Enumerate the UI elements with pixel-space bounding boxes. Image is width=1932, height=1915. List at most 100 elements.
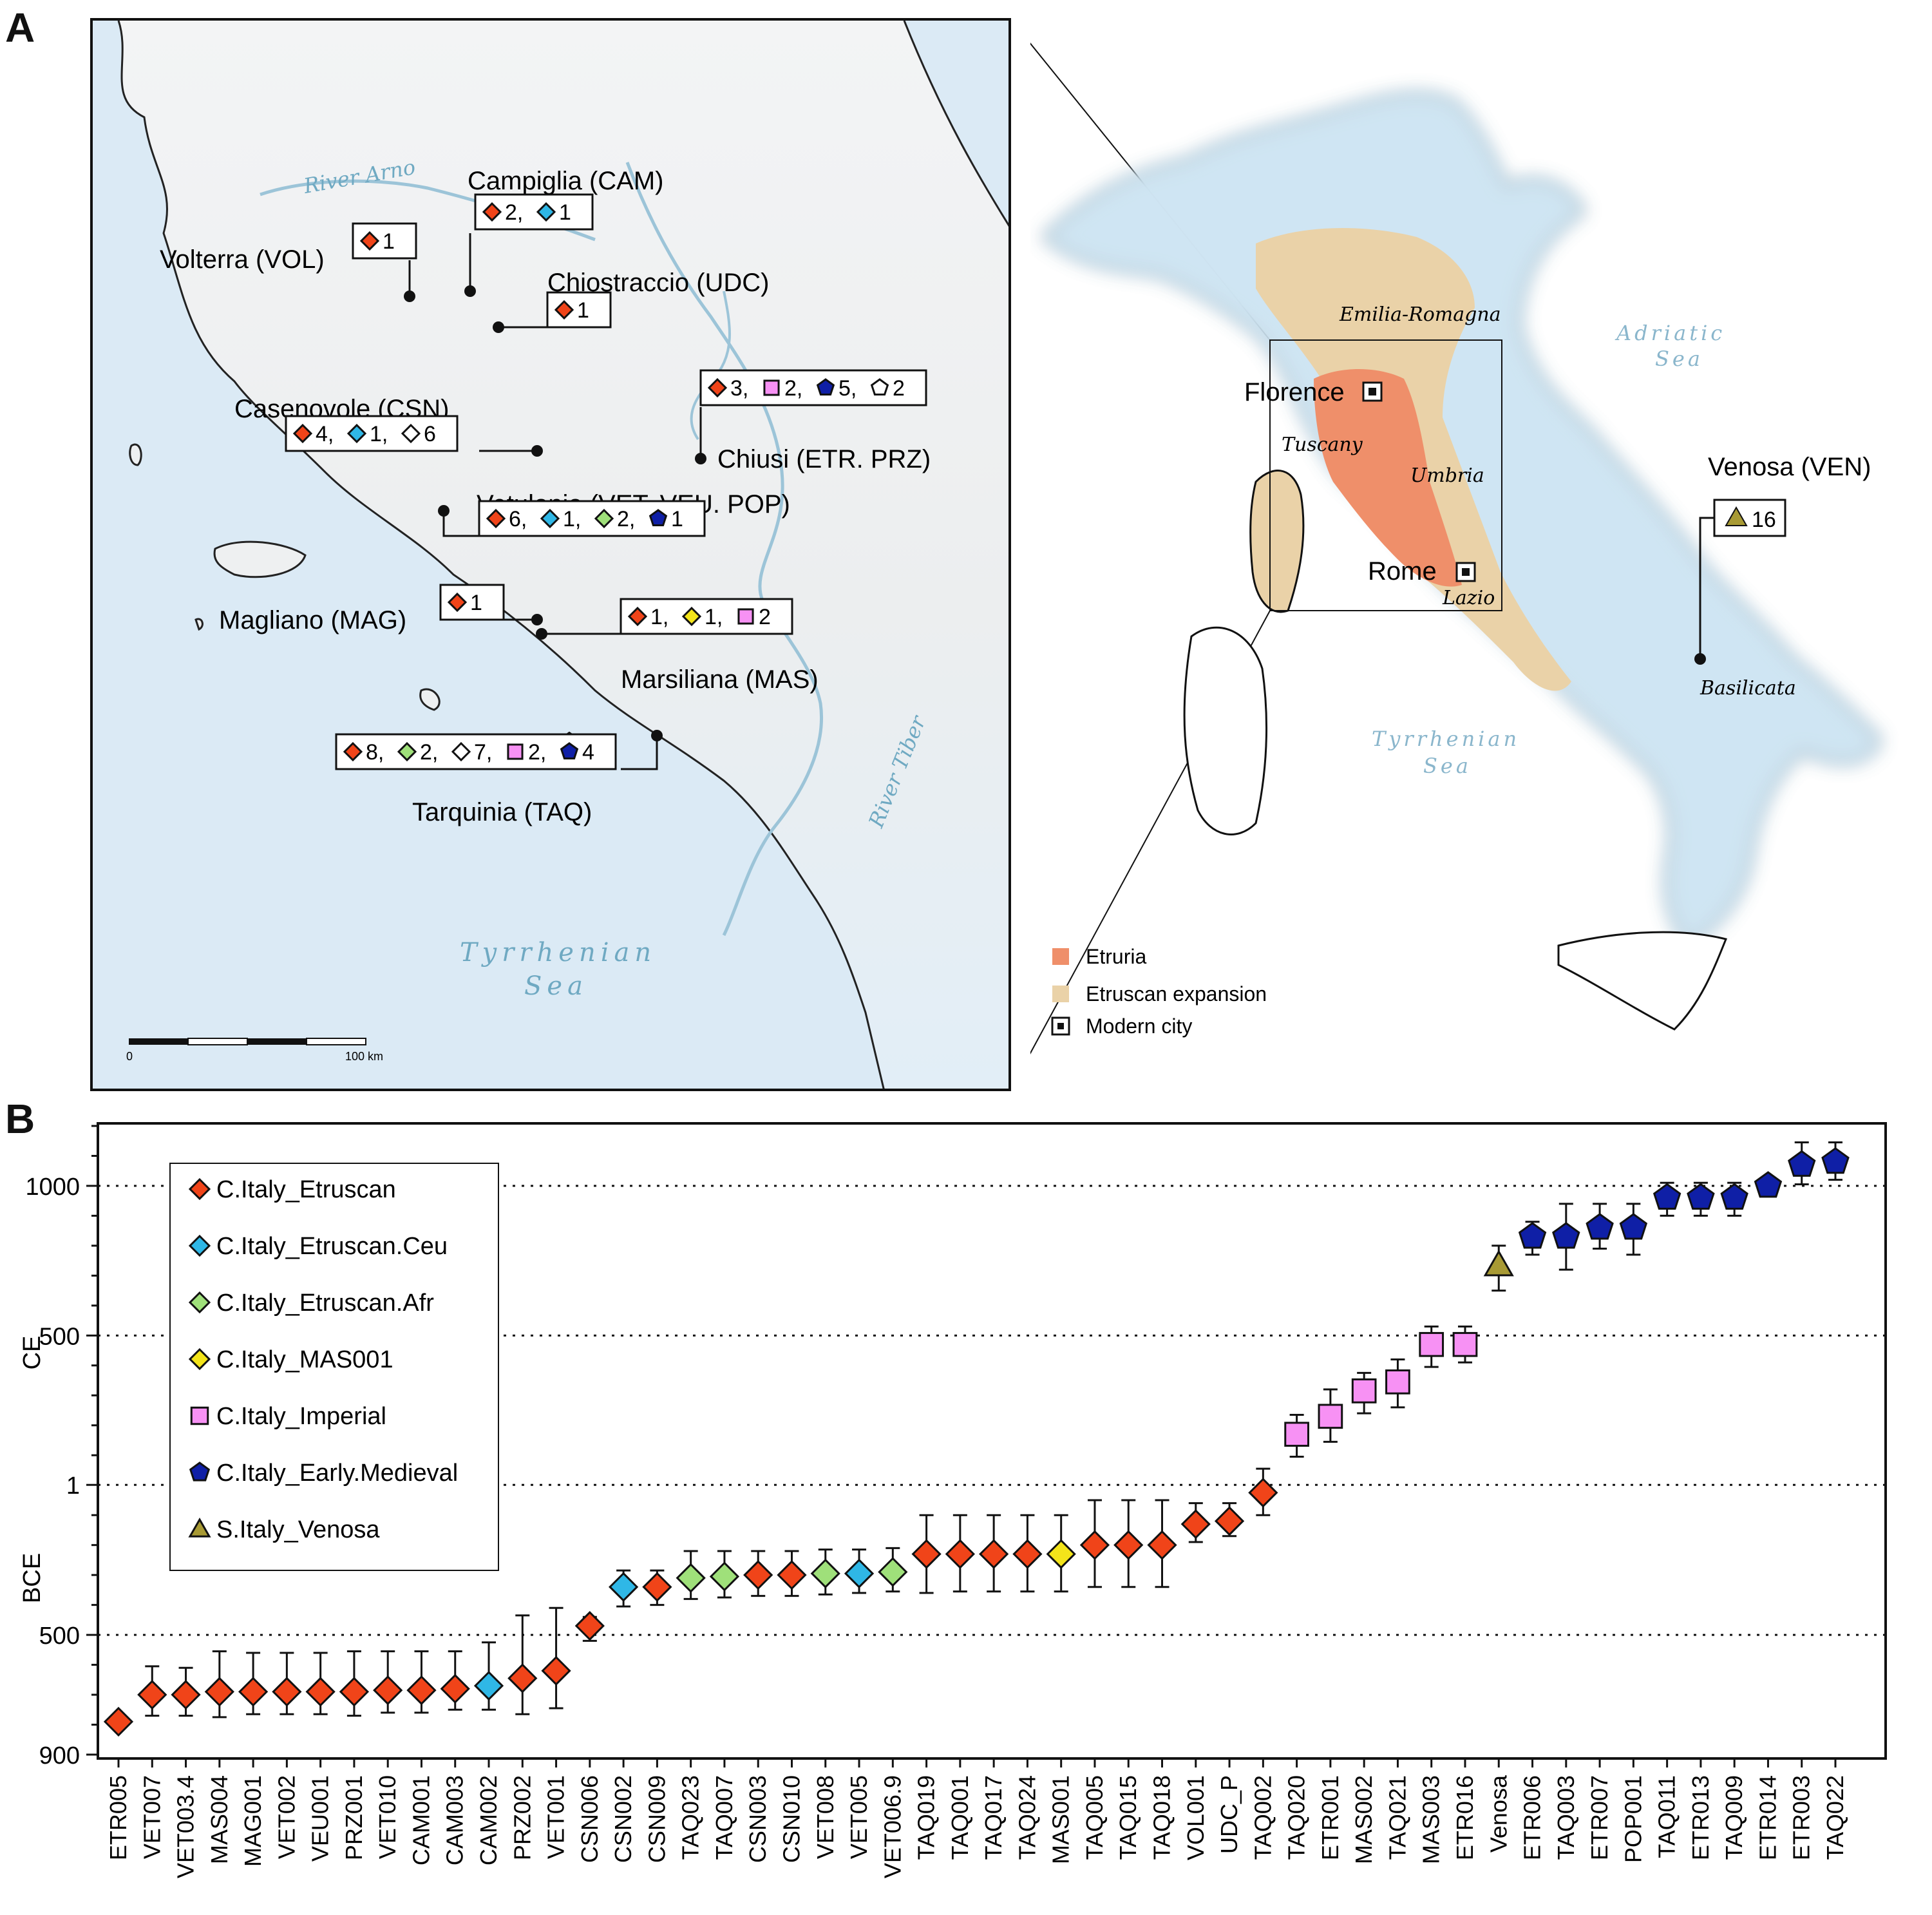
marker-CSN009 [642, 1572, 672, 1602]
x-tick-label-CSN002: CSN002 [610, 1775, 636, 1863]
sicily [1557, 931, 1728, 1031]
site-dots [404, 285, 706, 741]
count-value: 1 [671, 507, 683, 531]
sample-TAQ018 [1147, 1499, 1177, 1588]
island-giglio [419, 688, 440, 711]
marker-TAQ021 [1385, 1369, 1410, 1395]
marker-VET008 [810, 1558, 840, 1588]
marker-TAQ015 [1113, 1530, 1144, 1560]
x-tick-label-VET007: VET007 [138, 1775, 165, 1859]
x-tick-label-CSN003: CSN003 [744, 1775, 771, 1863]
venosa-triangle-icon [1725, 506, 1748, 526]
count-box-frame [699, 369, 927, 406]
legend-label-venosa: S.Italy_Venosa [216, 1516, 380, 1543]
legend-marker-etruscan_ceu [188, 1234, 211, 1257]
marker-VET002 [272, 1677, 302, 1707]
y-tick-label: 500 [39, 1623, 80, 1650]
count-marker-etruscan_ceu [346, 423, 367, 444]
x-tick-label-ETR005: ETR005 [105, 1775, 131, 1860]
sample-PRZ002 [507, 1614, 538, 1715]
x-tick-label-TAQ021: TAQ021 [1384, 1775, 1410, 1860]
x-tick-label-PRZ001: PRZ001 [341, 1775, 367, 1860]
site-count-box: 4, 1, 6 [285, 415, 459, 452]
marker-MAS004 [204, 1677, 234, 1707]
site-name-chiusi: Chiusi (ETR. PRZ) [717, 445, 931, 473]
marker-VET005 [844, 1558, 875, 1588]
map-legend: Etruria Etruscan expansion Modern city [1051, 945, 1267, 1038]
sample-CAM001 [406, 1650, 437, 1714]
marker-PRZ002 [507, 1663, 538, 1693]
site-name-magliano: Magliano (MAG) [219, 606, 406, 634]
marker-VEU001 [305, 1677, 336, 1707]
x-tick-label-CSN009: CSN009 [643, 1775, 670, 1863]
marker-CAM003 [440, 1673, 470, 1704]
count-value: 2 [759, 605, 771, 629]
rome-label: Rome [1368, 557, 1437, 586]
legend-marker-imperial [190, 1406, 209, 1425]
site-count-boxes: 12, 114, 1, 63, 2, 5, 26, 1, 2, 111, 1, 28, 2, 7, 2, 4 [285, 193, 927, 770]
count-box-frame [474, 193, 594, 231]
x-tick-label-POP001: POP001 [1620, 1775, 1646, 1863]
scale-bar: 0 100 km [126, 1038, 383, 1063]
count-value: 2, [420, 740, 438, 765]
sample-VET010 [373, 1650, 403, 1714]
x-tick-label-Venosa: Venosa [1485, 1775, 1511, 1853]
regional-map-inset: River Arno River Tiber Tyrrhenian Sea 0 … [90, 18, 1011, 1091]
site-count-box: 1, 1, 2 [620, 598, 793, 635]
chart-legend-box [169, 1163, 499, 1571]
sample-TAQ021 [1385, 1358, 1410, 1409]
italy-map-panel: Emilia-Romagna Tuscany Umbria Lazio Basi… [1009, 17, 1932, 1092]
count-value: 4 [582, 740, 594, 765]
x-tick-label-CSN010: CSN010 [778, 1775, 804, 1863]
x-tick-label-TAQ003: TAQ003 [1553, 1775, 1579, 1860]
sample-ETR005 [103, 1706, 134, 1737]
y-label-ce: CE [19, 1336, 46, 1370]
x-tick-label-TAQ022: TAQ022 [1822, 1775, 1848, 1860]
marker-TAQ003 [1552, 1222, 1580, 1249]
count-marker-early_medieval [560, 742, 579, 759]
marker-VET001 [541, 1655, 571, 1686]
count-marker-etruscan [486, 508, 506, 529]
y-tick-label: 500 [39, 1323, 80, 1350]
tyrrhenian-italy-label-1: Tyrrhenian [1372, 727, 1520, 751]
count-marker-early_medieval [649, 509, 668, 526]
etruria-area [1314, 369, 1462, 587]
count-marker-etruscan [447, 592, 468, 613]
marker-Venosa [1483, 1250, 1514, 1277]
sample-VET001 [541, 1606, 571, 1710]
venosa-count-box [1713, 499, 1786, 537]
x-tick-label-TAQ002: TAQ002 [1249, 1775, 1276, 1860]
count-marker-imperial [763, 379, 780, 396]
legend-label-etruscan_ceu: C.Italy_Etruscan.Ceu [216, 1233, 448, 1260]
x-tick-label-MAS002: MAS002 [1350, 1775, 1377, 1864]
sample-CSN006 [574, 1611, 605, 1642]
x-tick-label-TAQ023: TAQ023 [677, 1775, 704, 1860]
sample-MAS001 [1046, 1514, 1076, 1593]
marker-TAQ022 [1821, 1147, 1850, 1174]
x-tick-label-CAM002: CAM002 [475, 1775, 502, 1865]
marker-ETR001 [1318, 1404, 1343, 1429]
y-label-bce: BCE [19, 1553, 46, 1603]
site-count-box: 1 [546, 291, 612, 329]
x-tick-label-VET008: VET008 [812, 1775, 838, 1859]
count-value: 6 [424, 422, 436, 446]
sample-TAQ019 [911, 1514, 942, 1594]
sample-CAM003 [440, 1650, 470, 1711]
marker-MAG001 [238, 1677, 269, 1707]
sample-ETR006 [1518, 1221, 1547, 1256]
x-tick-label-MAS003: MAS003 [1418, 1775, 1444, 1864]
sea-area-northeast [904, 21, 1009, 225]
marker-TAQ017 [979, 1539, 1009, 1569]
count-marker-hollow_diamond [451, 741, 471, 762]
sample-TAQ017 [979, 1514, 1009, 1593]
river-chiana-line [690, 291, 731, 441]
sample-ETR013 [1687, 1181, 1715, 1217]
venosa-dot [1694, 653, 1706, 665]
x-tick-label-VET001: VET001 [543, 1775, 569, 1859]
sample-ETR014 [1754, 1171, 1783, 1198]
x-tick-label-TAQ011: TAQ011 [1654, 1775, 1680, 1858]
legend-etruria-label: Etruria [1086, 945, 1146, 968]
x-tick-label-MAG001: MAG001 [240, 1775, 266, 1867]
site-count-box: 1 [352, 222, 417, 260]
x-tick-label-UDC_P: UDC_P [1216, 1775, 1242, 1854]
